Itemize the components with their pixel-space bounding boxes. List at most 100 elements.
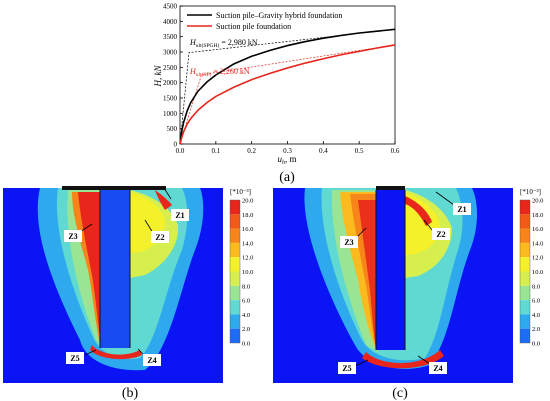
- colorbar-swatch: [230, 200, 240, 215]
- y-tick-label: 2500: [163, 64, 178, 72]
- zone-tag-z4: [429, 362, 447, 374]
- y-tick-label: 0: [174, 141, 178, 149]
- colorbar-swatch: [520, 328, 530, 343]
- zone-tag-z1: [453, 203, 471, 215]
- colorbar-tick-label: 20.0: [242, 198, 253, 205]
- zone-label-z3: Z3: [344, 238, 353, 247]
- colorbar-tick-label: 14.0: [532, 240, 543, 247]
- colorbar-swatch: [230, 242, 240, 258]
- colorbar-tick-label: 8.0: [532, 283, 540, 290]
- colorbar-swatch: [520, 271, 530, 286]
- zone-label-z2: Z2: [436, 230, 445, 239]
- colorbar-frame: [519, 199, 531, 344]
- pile-shade: [100, 190, 130, 348]
- colorbar-swatch: [230, 314, 240, 329]
- colorbar-tick-label: 8.0: [242, 283, 250, 290]
- colorbar-swatch: [520, 257, 530, 272]
- colorbar-c: [*10⁻³] 20.0 18.0 16.0 14.0 12.0 10.0 8.0 6.0 4.…: [519, 188, 543, 348]
- annotation-suction: Hult(SP) = 2,260 kN: [189, 67, 250, 78]
- colorbar-swatch: [520, 314, 530, 329]
- colorbar-tick-label: 12.0: [532, 255, 543, 262]
- x-tick-label: 0.6: [391, 147, 400, 155]
- colorbar-tick-label: 18.0: [532, 212, 543, 219]
- colorbar-title-c: [*10⁻³]: [520, 188, 541, 196]
- y-tick-label: 4500: [163, 3, 178, 11]
- y-tick-label: 500: [167, 125, 178, 133]
- colorbar-tick-label: 4.0: [532, 312, 540, 319]
- legend-label-hybrid: Suction pile–Gravity hybrid foundation: [216, 11, 342, 20]
- colorbar-tick-label: 18.0: [242, 212, 253, 219]
- panel-label-c: (c): [392, 386, 408, 401]
- contour-band-20-z1: [155, 190, 172, 210]
- zone-tag-z1: [171, 209, 189, 221]
- gravity-base: [62, 186, 166, 190]
- zone-labels: Z1 Z2 Z3 Z4 Z5: [64, 187, 189, 366]
- colorbar-swatch: [520, 285, 530, 301]
- colorbar-swatch: [520, 228, 530, 243]
- zone-labels: Z1 Z2 Z3 Z4 Z5: [338, 191, 471, 374]
- x-tick-label: 0.2: [247, 147, 256, 155]
- y-axis-ticks: 0 500 1000 1500 2000 2500 3000 3500 4000 4500: [163, 3, 183, 149]
- colorbar-swatch: [520, 242, 530, 258]
- colorbar-title-b: [*10⁻³]: [230, 188, 251, 196]
- x-tick-label: 0.4: [319, 147, 328, 155]
- colorbar-frame: [229, 199, 241, 344]
- colorbar-tick-label: 0.0: [532, 341, 540, 348]
- colorbar-swatch: [230, 271, 240, 286]
- colorbar-swatch: [520, 214, 530, 229]
- series-line-suction: [179, 44, 396, 145]
- colorbar-swatch: [230, 328, 240, 343]
- pile-body: [376, 190, 405, 350]
- zone-pointer-z2: [423, 219, 433, 231]
- colorbar-tick-label: 10.0: [532, 269, 543, 276]
- zone-pointer-z2: [144, 219, 154, 234]
- colorbar-swatch: [230, 300, 240, 315]
- zone-label-z4: Z4: [433, 364, 442, 373]
- zone-pointer-z4: [417, 355, 431, 365]
- zone-tag-z4: [143, 354, 161, 366]
- x-tick-label: 0.1: [211, 147, 220, 155]
- zone-label-z4: Z4: [147, 356, 156, 365]
- line-chart: 0 500 1000 1500 2000 2500 3000 3500 4000 4500 0.0…: [153, 3, 400, 167]
- colorbar-tick-label: 6.0: [242, 298, 250, 305]
- tangent-line-1: [179, 44, 396, 145]
- legend-label-suction: Suction pile foundation: [216, 22, 291, 31]
- colorbar-tick-label: 20.0: [532, 198, 543, 205]
- colorbar-tick-label: 16.0: [532, 226, 543, 233]
- zone-tag-z2: [432, 228, 450, 240]
- contour-band-20: [358, 200, 376, 350]
- x-axis-label: uh, m: [277, 154, 296, 166]
- zone-tag-z5: [66, 352, 84, 364]
- zone-tag-z2: [151, 231, 169, 243]
- panel-label-b: (b): [122, 386, 139, 401]
- zone-label-z1: Z1: [175, 211, 184, 220]
- colorbar-tick-label: 6.0: [532, 298, 540, 305]
- colorbar-tick-label: 2.0: [532, 326, 540, 333]
- zone-pointer-z5: [84, 349, 97, 356]
- x-axis-ticks: 0.0 0.1 0.2 0.3 0.4 0.5 0.6: [176, 141, 400, 155]
- y-tick-label: 4000: [163, 18, 178, 26]
- x-tick-label: 0.5: [355, 147, 364, 155]
- tangent-lines: [179, 28, 396, 145]
- zone-pointer-z5: [354, 359, 369, 367]
- contour-band-20-tip: [90, 345, 142, 360]
- panel-label-a: (a): [279, 170, 295, 185]
- tangent-line-0: [179, 28, 396, 145]
- zone-pointer-z1: [435, 191, 455, 206]
- y-tick-label: 1500: [163, 95, 178, 103]
- zone-tag-z5: [338, 362, 356, 374]
- y-tick-label: 2000: [163, 79, 178, 87]
- colorbar-tick-label: 14.0: [242, 240, 253, 247]
- colorbar-swatch: [230, 228, 240, 243]
- colorbar-tick-label: 12.0: [242, 255, 253, 262]
- zone-tag-z3: [64, 230, 82, 242]
- y-tick-label: 3000: [163, 49, 178, 57]
- zone-label-z1: Z1: [457, 205, 466, 214]
- x-tick-label: 0.3: [283, 147, 292, 155]
- colorbar-swatch: [520, 300, 530, 315]
- colorbar-swatch: [230, 214, 240, 229]
- colorbar-tick-label: 10.0: [242, 269, 253, 276]
- series-lines: [179, 28, 396, 145]
- colorbar-tick-label: 0.0: [242, 341, 250, 348]
